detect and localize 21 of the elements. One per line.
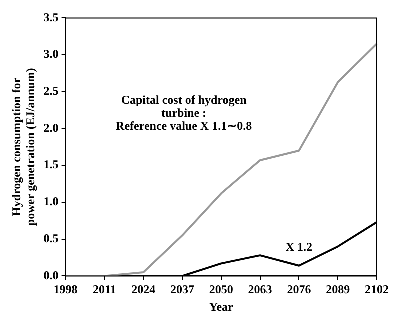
x-tick-label: 2037 [170,282,194,296]
x-tick-label: 2011 [93,282,116,296]
x-tick-label: 2063 [248,282,272,296]
y-tick-label: 3.5 [44,10,59,24]
y-axis-title: Hydrogen consumption for power genetration (EJ/annum) [9,68,38,226]
x-tick-label: 2024 [132,282,156,296]
annotation: Capital cost of hydrogen turbine : Reference value X 1.1∼0.8 [116,92,252,133]
y-tick-label: 2.5 [44,84,59,98]
y-tick-label: 1.0 [44,194,59,209]
x-tick-label: 2102 [365,282,389,296]
y-tick-label: 0.5 [44,231,59,246]
x-tick-label: 1998 [54,282,78,296]
y-tick-label: 0.0 [44,268,59,282]
x-axis-title: Year [209,300,234,314]
y-tick-label: 1.5 [44,158,59,172]
y-tick-label: 2.0 [44,120,59,135]
x-tick-label: 2089 [326,282,350,296]
annotation: X 1.2 [286,240,313,254]
x-tick-label: 2050 [209,282,234,296]
y-tick-label: 3.0 [44,47,59,62]
x-tick-label: 2076 [287,282,312,296]
